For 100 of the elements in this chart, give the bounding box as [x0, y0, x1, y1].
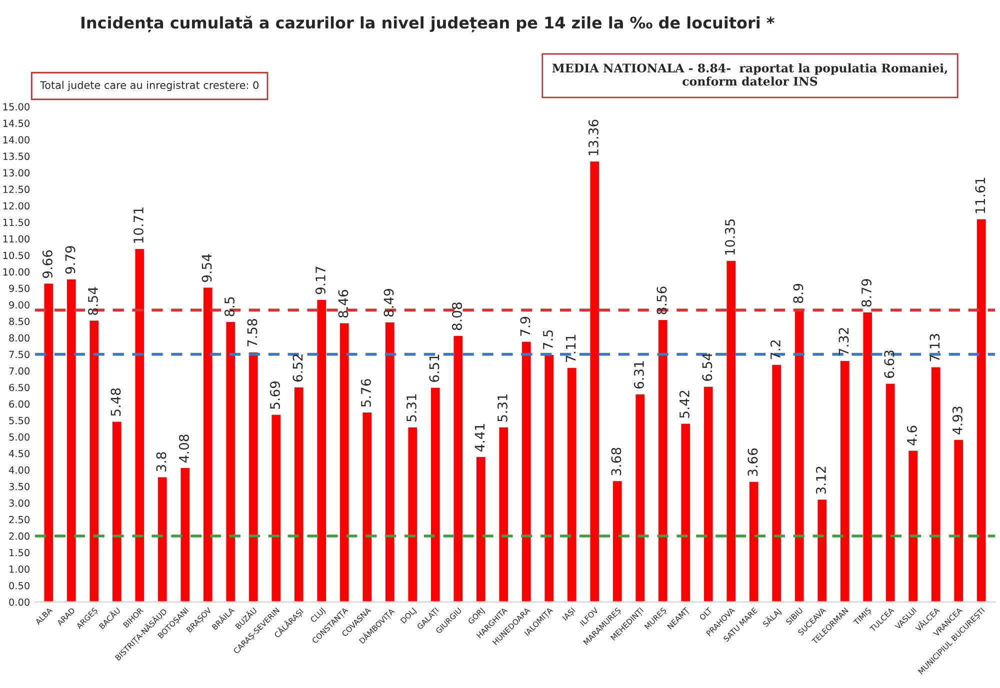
data-label: 7.13 [930, 334, 940, 362]
bar [884, 382, 896, 602]
data-label: 7.5 [543, 330, 553, 350]
bar [680, 422, 692, 602]
bar [634, 392, 646, 602]
data-label: 5.42 [679, 390, 690, 418]
bar [816, 498, 828, 602]
data-label: 7.9 [520, 316, 530, 336]
y-tick-label: 0.00 [9, 598, 30, 606]
y-tick-label: 4.50 [8, 450, 30, 458]
bar [657, 318, 669, 602]
y-tick-label: 3.50 [9, 482, 30, 490]
data-label: 3.68 [611, 448, 622, 476]
data-label: 4.6 [906, 426, 917, 446]
y-tick-label: 3.00 [9, 499, 30, 507]
data-label: 6.54 [702, 353, 712, 381]
data-label: 3.66 [748, 448, 758, 476]
y-tick-label: 6.50 [9, 384, 30, 392]
bar [976, 218, 988, 602]
bar [930, 366, 942, 602]
bar [566, 366, 578, 602]
bar [862, 311, 874, 602]
y-tick-label: 11.50 [3, 218, 30, 226]
bar [952, 438, 964, 602]
bar [612, 480, 624, 602]
y-tick-label: 2.50 [9, 516, 30, 524]
bar [42, 282, 54, 602]
data-label: 10.35 [724, 219, 735, 255]
bar [430, 386, 442, 602]
y-tick-label: 0.50 [9, 582, 30, 590]
bar [111, 420, 123, 602]
bar [702, 385, 714, 602]
data-label: 8.46 [338, 290, 348, 318]
data-label: 5.69 [270, 381, 280, 409]
data-label: 9.17 [315, 266, 326, 294]
y-tick-label: 7.50 [9, 350, 30, 358]
y-tick-label: 8.50 [9, 318, 30, 326]
bar [338, 322, 350, 602]
bar [202, 286, 214, 602]
y-tick-label: 12.50 [3, 186, 30, 194]
y-tick-label: 9.50 [9, 284, 30, 292]
data-label: 8.56 [656, 286, 667, 314]
bar [588, 160, 600, 602]
data-label: 7.32 [838, 328, 849, 356]
data-label: 4.93 [952, 406, 962, 434]
y-tick-label: 14.00 [3, 136, 30, 144]
bar [66, 278, 78, 602]
data-label: 13.36 [588, 120, 598, 156]
data-label: 6.51 [429, 354, 440, 382]
bar [475, 456, 487, 602]
y-tick-label: 7.00 [9, 367, 30, 375]
y-tick-label: 5.00 [9, 433, 30, 441]
data-label: 5.48 [110, 388, 121, 416]
data-label: 4.41 [474, 424, 485, 452]
bar [543, 354, 555, 602]
data-label: 8.79 [861, 279, 872, 307]
data-label: 4.08 [178, 434, 189, 462]
y-tick-label: 1.00 [10, 565, 30, 573]
y-tick-label: 8.00 [9, 334, 30, 342]
y-tick-label: 1.50 [10, 548, 30, 556]
bar [748, 480, 760, 602]
data-label: 5.31 [406, 394, 416, 422]
text: MEDIA NATIONALA - 8.84- raportat la populatia Romaniei, conform datelor INS [552, 63, 948, 86]
y-tick-label: 6.00 [9, 400, 30, 408]
text: Total judete care au inregistrat crestere: 0 [40, 80, 258, 92]
data-label: 7.2 [770, 340, 780, 359]
bar [179, 466, 191, 602]
data-label: 3.12 [816, 466, 826, 494]
bar [770, 364, 782, 602]
bar [406, 426, 418, 602]
data-label: 6.31 [634, 361, 644, 389]
data-label: 10.71 [133, 208, 144, 243]
bar [839, 360, 851, 602]
data-label: 7.58 [247, 319, 258, 346]
bar [794, 307, 806, 602]
data-label: 8.49 [384, 289, 394, 317]
bar [88, 319, 100, 602]
chart-title: Incidența cumulată a cazurilor la nivel județean pe 14 zile la ‰ de locuitori * [81, 16, 774, 32]
y-tick-label: 5.50 [9, 416, 30, 424]
data-label: 9.79 [65, 246, 76, 274]
data-label: 9.54 [202, 254, 212, 282]
data-label: 8.54 [88, 287, 98, 315]
bar [156, 476, 168, 602]
y-tick-label: 4.00 [8, 466, 30, 474]
y-tick-label: 13.50 [3, 152, 30, 160]
data-label: 3.8 [156, 452, 166, 472]
bar [316, 298, 328, 602]
y-tick-label: 15.00 [3, 103, 30, 110]
data-label: 6.63 [884, 350, 894, 378]
y-tick-label: 10.00 [3, 268, 30, 276]
data-label: 7.11 [566, 334, 576, 362]
y-tick-label: 9.00 [9, 301, 30, 309]
y-tick-label: 10.50 [3, 252, 30, 260]
bar [520, 340, 532, 602]
bar [725, 260, 737, 602]
bar [248, 350, 260, 602]
bar [452, 334, 464, 602]
data-label: 9.66 [42, 250, 52, 278]
bar [224, 320, 236, 602]
bar [361, 411, 373, 602]
